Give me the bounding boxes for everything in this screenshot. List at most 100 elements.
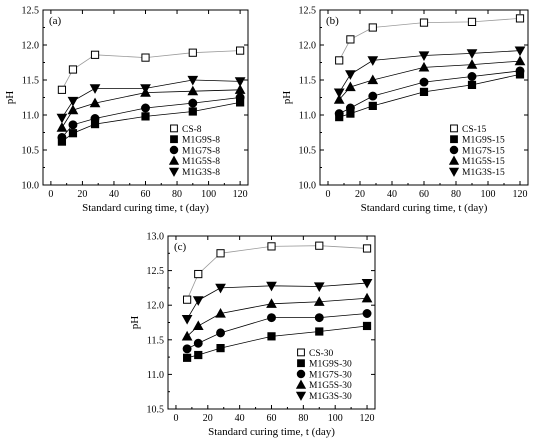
data-point	[418, 51, 430, 62]
data-point	[266, 298, 277, 308]
legend-marker	[296, 369, 306, 379]
data-point	[362, 321, 372, 331]
data-point	[419, 77, 429, 87]
x-tick-label: 40	[235, 413, 245, 424]
legend-label: M1G5S-8	[182, 157, 220, 167]
panel-label: (a)	[49, 15, 62, 27]
chart-panel-2: 0 20 40 60 80 100 120 10.0 10.5 11.0 11.5 12.0 12.5 S…	[281, 6, 529, 214]
data-point	[89, 84, 101, 94]
legend-label: M1G7S-30	[309, 370, 352, 380]
data-point	[419, 18, 429, 27]
data-point	[56, 113, 68, 124]
data-point	[236, 46, 245, 55]
y-tick-label: 12.5	[147, 266, 165, 277]
data-point	[194, 269, 203, 279]
data-point	[514, 46, 526, 57]
legend-label: M1G9S-8	[182, 136, 220, 146]
data-point	[368, 91, 378, 101]
data-point	[188, 48, 197, 57]
x-tick-label: 20	[203, 413, 213, 424]
series-line	[187, 325, 368, 359]
data-point	[361, 278, 373, 289]
x-tick-label: 0	[326, 189, 331, 200]
data-point	[466, 49, 478, 59]
data-point	[68, 120, 78, 130]
data-point	[182, 344, 192, 354]
data-point	[89, 97, 101, 108]
x-tick-label: 120	[233, 189, 248, 200]
data-point	[266, 281, 277, 292]
y-tick-label: 11.0	[22, 111, 39, 122]
series-M1G5S-15	[333, 55, 526, 104]
series-M1G7S-8	[57, 93, 245, 142]
y-tick-label: 11.5	[22, 76, 39, 87]
legend-label: CS-8	[182, 125, 202, 135]
data-point	[90, 114, 100, 123]
data-point	[333, 94, 345, 104]
y-tick-label: 11.5	[299, 76, 316, 87]
series-M1G3S-30	[181, 278, 373, 325]
y-tick-label: 12.5	[299, 6, 317, 17]
data-point	[345, 103, 355, 113]
x-tick-label: 60	[267, 413, 277, 424]
data-point	[367, 56, 379, 66]
panel-label: (c)	[174, 241, 187, 253]
data-point	[194, 350, 203, 360]
legend-label: M1G3S-15	[462, 168, 505, 178]
legend-marker	[449, 145, 459, 155]
series-M1G5S-30	[181, 292, 373, 341]
data-point	[56, 122, 68, 132]
y-axis-title: pH	[281, 91, 293, 105]
data-point	[90, 50, 100, 59]
y-tick-label: 10.5	[22, 146, 40, 157]
data-point	[514, 55, 526, 66]
series-M1G9S-30	[183, 321, 372, 362]
x-axis-title: Standard curing time, t (day)	[82, 202, 209, 214]
data-point	[187, 85, 199, 96]
legend-marker	[450, 135, 458, 144]
y-tick-label: 10.5	[299, 146, 317, 157]
y-tick-label: 11.0	[299, 111, 316, 122]
data-point	[361, 292, 373, 303]
data-point	[267, 242, 276, 251]
data-point	[315, 241, 324, 250]
data-point	[141, 112, 150, 121]
x-tick-label: 80	[451, 189, 461, 200]
data-point	[67, 96, 79, 107]
data-point	[181, 314, 193, 325]
y-tick-label: 12.0	[299, 41, 317, 52]
series-M1G9S-15	[335, 70, 525, 122]
x-tick-label: 100	[201, 189, 216, 200]
data-point	[362, 244, 372, 253]
legend-marker	[448, 167, 460, 177]
legend-label: M1G3S-30	[309, 392, 352, 402]
data-point	[334, 109, 344, 119]
series-line	[339, 70, 521, 114]
legend-marker	[170, 135, 178, 144]
legend-marker	[168, 167, 180, 177]
x-tick-label: 60	[141, 189, 151, 200]
data-point	[346, 35, 355, 44]
y-tick-label: 10.0	[299, 181, 317, 192]
data-point	[187, 75, 199, 86]
legend-marker	[170, 124, 178, 133]
x-axis-title: Standard curing time, t (day)	[208, 426, 335, 438]
x-tick-label: 0	[173, 413, 178, 424]
data-point	[515, 66, 525, 76]
x-tick-label: 60	[419, 189, 429, 200]
series-line	[186, 245, 368, 300]
data-point	[467, 80, 477, 90]
data-point	[68, 65, 78, 74]
x-tick-label: 100	[481, 189, 496, 200]
series-line	[186, 282, 368, 320]
data-point	[368, 23, 377, 32]
legend-marker	[448, 155, 460, 165]
y-tick-label: 10.5	[147, 405, 165, 416]
data-point	[345, 81, 356, 92]
y-tick-label: 12.5	[22, 6, 40, 17]
panel-label: (b)	[326, 15, 339, 27]
legend-label: CS-15	[462, 125, 487, 135]
data-point	[314, 313, 324, 323]
legend-label: M1G5S-15	[462, 157, 505, 167]
series-M1G7S-15	[334, 66, 525, 119]
